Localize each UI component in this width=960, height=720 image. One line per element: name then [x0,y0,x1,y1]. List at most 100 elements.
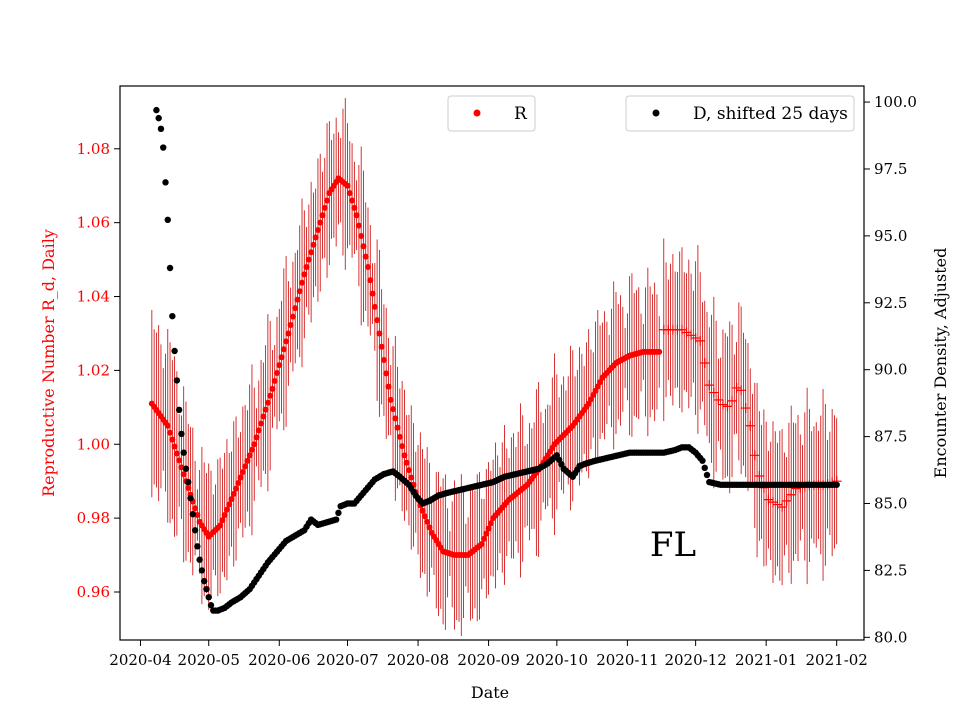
r-point [481,535,488,542]
r-point [426,524,433,531]
r-point [258,420,265,427]
d-point [169,312,176,320]
right-y-tick-label: 82.5 [874,561,907,579]
r-point [408,474,415,481]
plot-frame [119,85,865,641]
x-tick-label: 2020-05 [178,651,240,669]
r-point [226,501,233,508]
r-point [319,212,326,219]
r-point [301,271,308,278]
d-point [162,179,169,186]
r-point [349,197,356,204]
r-point [264,399,271,406]
legend-d-label: D, shifted 25 days [693,104,848,124]
r-point [276,362,283,369]
d-point [178,430,185,438]
d-point [198,567,206,574]
r-point [487,520,494,527]
left-y-tick-label: 1.06 [77,214,110,232]
r-point [383,370,390,377]
r-point [299,279,306,286]
d-point [166,264,174,272]
r-point [394,424,401,431]
r-point [396,433,403,440]
x-axis: 2020-04 2020-05 2020-06 2020-07 2020-08 2020-… [109,640,868,669]
x-tick-label: 2020-06 [248,651,310,669]
legend-d-box [625,95,855,132]
r-series [148,175,842,559]
d-point [207,602,215,609]
x-tick-label: 2020-12 [664,651,726,669]
r-point [221,511,228,518]
d-point [191,527,199,534]
x-tick-label: 2020-04 [109,651,171,669]
r-point [242,463,249,470]
d-series [153,106,840,614]
r-point [367,277,374,284]
d-point [180,449,187,456]
r-point [303,263,310,270]
r-point [378,343,385,350]
r-point [185,484,192,491]
r-point [405,467,412,474]
right-y-tick-label: 80.0 [874,628,907,646]
r-point [371,303,378,310]
r-point-plus [781,495,792,506]
r-point-plus [699,358,710,368]
r-point [421,513,428,520]
r-point-plus [736,385,747,396]
x-tick-label: 2021-01 [735,651,797,669]
d-point [833,481,840,488]
r-point [365,263,371,270]
left-y-tick-label: 1.04 [77,288,110,306]
left-y-tick-label: 0.96 [77,583,110,601]
r-point-plus [740,403,751,414]
r-point-plus [786,489,797,500]
d-point [205,593,212,601]
d-point [701,464,708,472]
r-point [344,182,351,189]
d-point [185,478,192,486]
r-point [369,290,376,297]
left-y-tick-label: 1.00 [77,435,110,453]
r-point [399,443,406,450]
x-tick-label: 2020-11 [596,651,658,669]
right-y-axis: 80.0 82.5 85.0 87.5 90.0 92.5 95.0 97.5 100.0 [864,93,917,646]
r-point [392,415,399,422]
legend-r-marker [473,109,481,117]
r-point [251,441,258,448]
d-point [699,457,706,464]
left-y-tick-label: 1.08 [77,140,110,158]
r-point [294,296,301,303]
r-point [171,443,178,450]
right-y-axis-label: Encounter Density, Adjusted [931,248,950,479]
r-point [164,422,171,429]
r-point-plus [695,335,706,346]
r-point [308,249,315,256]
r-point [376,330,383,337]
r-point [478,540,485,547]
r-point [314,227,321,234]
r-point [317,219,324,226]
r-point-plus [704,380,715,391]
r-point [255,427,262,434]
r-point [310,241,317,248]
state-annotation: FL [650,525,696,565]
r-point-plus [713,394,724,405]
r-point [237,474,244,481]
right-y-tick-label: 97.5 [874,160,907,178]
r-point-plus [749,450,760,461]
r-point [292,305,299,312]
r-point [278,354,285,361]
d-point [189,511,197,518]
r-point [419,507,426,514]
r-point [262,406,269,413]
r-point [269,385,276,392]
r-point [362,253,369,260]
r-point [424,518,431,525]
r-point-plus [767,497,778,508]
d-point [196,556,203,563]
r-point-plus [708,387,719,398]
r-point [351,204,358,211]
